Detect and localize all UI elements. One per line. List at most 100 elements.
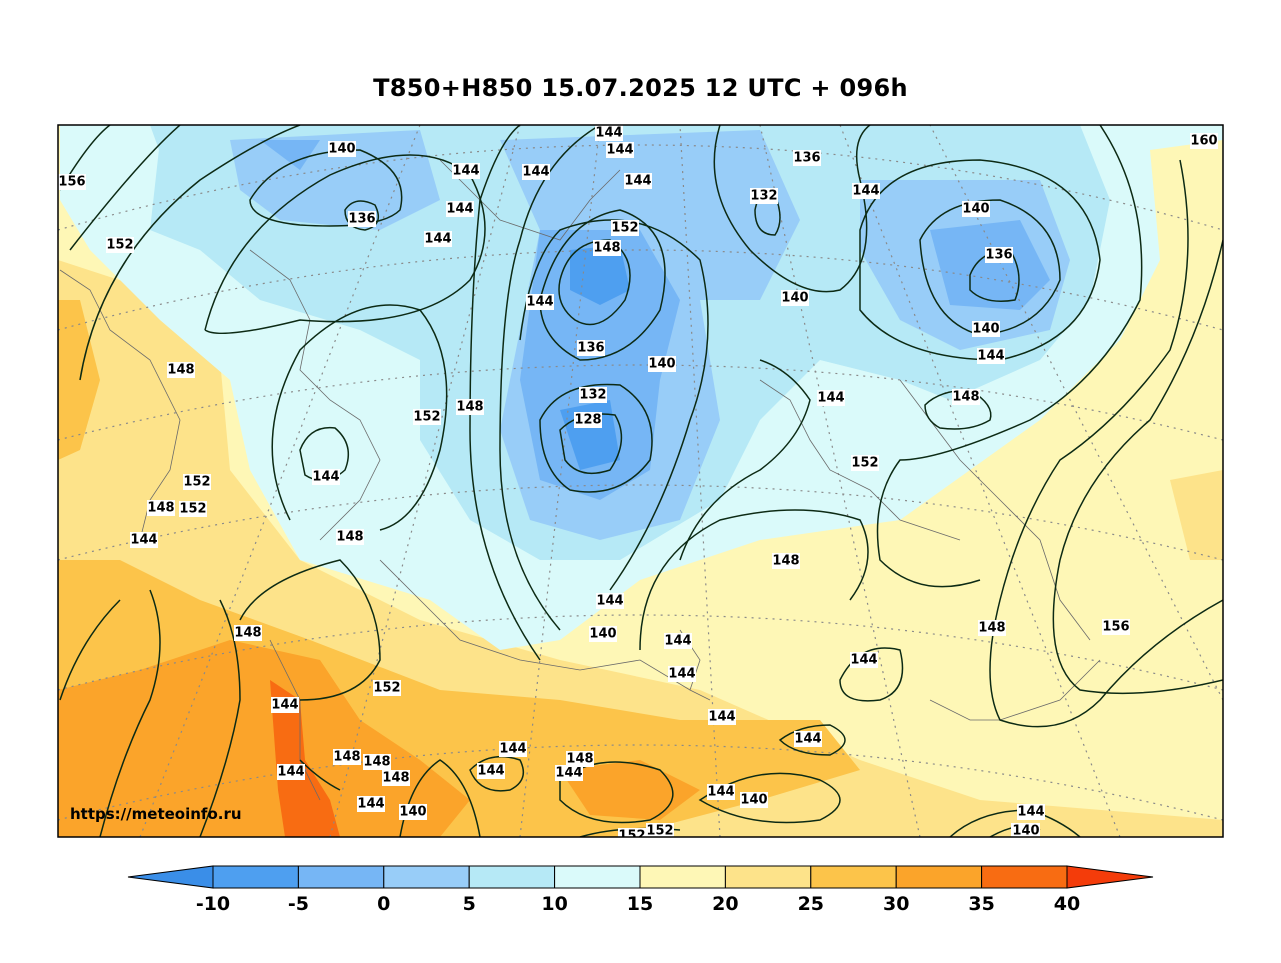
colorbar-tick-label: 5 bbox=[463, 893, 476, 915]
contour-label: 148 bbox=[167, 362, 195, 378]
svg-text:140: 140 bbox=[589, 627, 616, 642]
contour-label: 144 bbox=[522, 164, 550, 180]
svg-text:144: 144 bbox=[271, 698, 298, 713]
contour-label: 136 bbox=[793, 150, 821, 166]
svg-text:144: 144 bbox=[1017, 805, 1044, 820]
colorbar-tick-label: 35 bbox=[968, 893, 994, 915]
svg-text:148: 148 bbox=[333, 750, 360, 765]
svg-text:140: 140 bbox=[328, 142, 355, 157]
geopotential-contours bbox=[59, 125, 1223, 837]
contour-label: 144 bbox=[277, 764, 305, 780]
contour-label: 140 bbox=[589, 626, 617, 642]
contour-labels: 140 144 136 144 144 144 144 144 144 156 152 144 136 1… bbox=[58, 125, 1218, 844]
contour-label: 156 bbox=[58, 174, 86, 190]
svg-text:152: 152 bbox=[179, 502, 206, 517]
svg-text:140: 140 bbox=[972, 322, 999, 337]
svg-text:152: 152 bbox=[618, 829, 645, 844]
contour-label: 152 bbox=[183, 474, 211, 490]
svg-text:144: 144 bbox=[664, 634, 691, 649]
colorbar-max-arrow bbox=[1066, 865, 1154, 889]
contour-label: 148 bbox=[234, 625, 262, 641]
contour-label: 144 bbox=[852, 183, 880, 199]
contour-label: 140 bbox=[781, 290, 809, 306]
map-title: T850+H850 15.07.2025 12 UTC + 096h bbox=[373, 74, 908, 102]
colorbar-band bbox=[468, 865, 556, 889]
field-m10-m5 bbox=[570, 245, 630, 305]
contour-label: 160 bbox=[1190, 133, 1218, 149]
contour-label: 144 bbox=[664, 633, 692, 649]
contour-label: 140 bbox=[740, 792, 768, 808]
svg-text:148: 148 bbox=[167, 363, 194, 378]
svg-text:148: 148 bbox=[382, 771, 409, 786]
contour-label: 140 bbox=[1012, 823, 1040, 839]
contour-label: 140 bbox=[972, 321, 1000, 337]
contour-label: 136 bbox=[985, 247, 1013, 263]
svg-text:144: 144 bbox=[277, 765, 304, 780]
contour-label: 144 bbox=[595, 125, 623, 141]
contour-label: 152 bbox=[373, 680, 401, 696]
contour-label: 152 bbox=[618, 828, 646, 844]
source-watermark: https://meteoinfo.ru bbox=[70, 805, 242, 823]
svg-text:148: 148 bbox=[772, 554, 799, 569]
colorbar-band bbox=[981, 865, 1068, 889]
contour-label: 152 bbox=[413, 409, 441, 425]
colorbar-tick-label: 10 bbox=[541, 893, 567, 915]
svg-text:140: 140 bbox=[962, 202, 989, 217]
colorbar-min-arrow bbox=[127, 865, 214, 889]
contour-label: 144 bbox=[977, 348, 1005, 364]
svg-text:148: 148 bbox=[952, 390, 979, 405]
colorbar-band bbox=[554, 865, 641, 889]
colorbar-band bbox=[810, 865, 897, 889]
svg-text:144: 144 bbox=[499, 742, 526, 757]
contour-label: 144 bbox=[477, 763, 505, 779]
contour-label: 148 bbox=[566, 751, 594, 767]
contour-label: 148 bbox=[336, 529, 364, 545]
contour-label: 144 bbox=[424, 231, 452, 247]
colorbar-tick-label: 30 bbox=[883, 893, 909, 915]
contour-label: 144 bbox=[817, 390, 845, 406]
svg-text:148: 148 bbox=[147, 501, 174, 516]
svg-text:136: 136 bbox=[348, 212, 375, 227]
contour-label: 144 bbox=[1017, 804, 1045, 820]
contour-label: 152 bbox=[179, 501, 207, 517]
svg-text:152: 152 bbox=[646, 824, 673, 839]
svg-text:144: 144 bbox=[668, 667, 695, 682]
contour-label: 132 bbox=[579, 387, 607, 403]
svg-text:144: 144 bbox=[817, 391, 844, 406]
svg-text:152: 152 bbox=[611, 221, 638, 236]
svg-text:132: 132 bbox=[750, 189, 777, 204]
svg-text:148: 148 bbox=[363, 755, 390, 770]
svg-text:132: 132 bbox=[579, 388, 606, 403]
contour-label: 144 bbox=[850, 652, 878, 668]
colorbar-band bbox=[724, 865, 812, 889]
contour-label: 148 bbox=[772, 553, 800, 569]
svg-text:144: 144 bbox=[312, 470, 339, 485]
svg-text:140: 140 bbox=[1012, 824, 1039, 839]
contour-label: 144 bbox=[708, 709, 736, 725]
svg-text:152: 152 bbox=[851, 456, 878, 471]
svg-text:136: 136 bbox=[793, 151, 820, 166]
contour-label: 144 bbox=[526, 294, 554, 310]
svg-text:144: 144 bbox=[477, 764, 504, 779]
svg-text:148: 148 bbox=[566, 752, 593, 767]
contour-label: 152 bbox=[611, 220, 639, 236]
svg-text:144: 144 bbox=[130, 533, 157, 548]
svg-text:152: 152 bbox=[183, 475, 210, 490]
svg-text:152: 152 bbox=[413, 410, 440, 425]
svg-text:144: 144 bbox=[555, 766, 582, 781]
svg-text:136: 136 bbox=[985, 248, 1012, 263]
contour-label: 152 bbox=[646, 823, 674, 839]
contour-label: 144 bbox=[555, 765, 583, 781]
colorbar-tick-label: 25 bbox=[798, 893, 824, 915]
contour-label: 140 bbox=[648, 356, 676, 372]
contour-label: 132 bbox=[750, 188, 778, 204]
svg-text:144: 144 bbox=[707, 785, 734, 800]
contour-label: 148 bbox=[382, 770, 410, 786]
svg-text:144: 144 bbox=[526, 295, 553, 310]
contour-label: 140 bbox=[328, 141, 356, 157]
svg-text:148: 148 bbox=[234, 626, 261, 641]
svg-text:148: 148 bbox=[456, 400, 483, 415]
svg-text:144: 144 bbox=[522, 165, 549, 180]
contour-label: 144 bbox=[357, 796, 385, 812]
